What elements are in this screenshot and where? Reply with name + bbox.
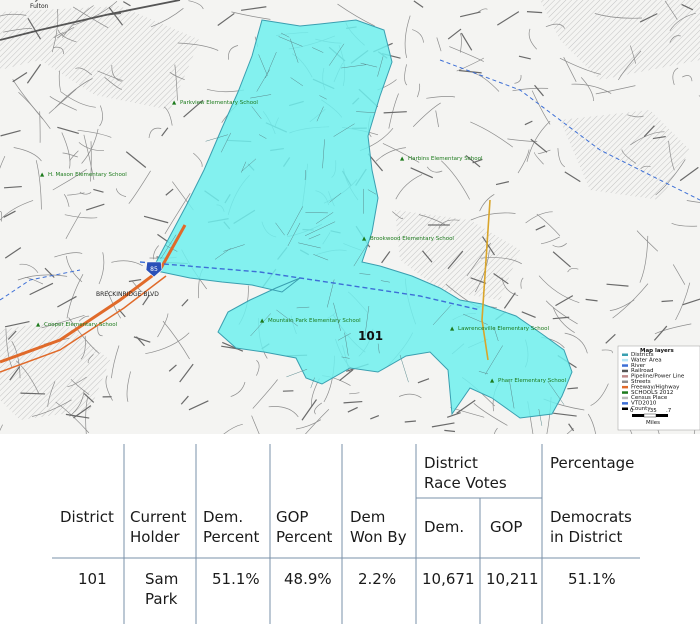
table-row: 101 Sam Park 51.1% 48.9% 2.2% 10,671 10,… bbox=[78, 570, 616, 608]
svg-text:85: 85 bbox=[150, 266, 158, 273]
results-table: District Current Holder Dem. Percent GOP… bbox=[52, 444, 640, 624]
cell-district: 101 bbox=[78, 570, 107, 588]
svg-text:Miles: Miles bbox=[646, 420, 660, 426]
cell-dem-won-by: 2.2% bbox=[358, 570, 396, 588]
legend-item: County bbox=[631, 406, 651, 412]
legend-swatch bbox=[622, 353, 628, 356]
svg-text:Mountain Park Elementary Schoo: Mountain Park Elementary School bbox=[268, 318, 361, 324]
school-marker: ▲ Cooper Elementary School bbox=[36, 322, 118, 328]
school-markers: ▲ Parkview Elementary School ▲ H. Mason El… bbox=[36, 100, 566, 384]
svg-text:.7: .7 bbox=[666, 408, 672, 414]
svg-text:▲: ▲ bbox=[36, 322, 41, 328]
header-district: District bbox=[60, 508, 114, 526]
header-democrats-1: Democrats bbox=[550, 508, 632, 526]
header-dem-won-1: Dem bbox=[350, 508, 385, 526]
legend-item: Pipeline/Power Line bbox=[631, 374, 685, 380]
svg-text:▲: ▲ bbox=[400, 156, 405, 162]
highways bbox=[0, 0, 700, 373]
legend-swatch bbox=[622, 402, 628, 405]
school-marker: ▲ Lawrenceville Elementary School bbox=[450, 326, 549, 332]
header-holder-2: Holder bbox=[130, 528, 180, 546]
svg-text:▲: ▲ bbox=[362, 236, 367, 242]
legend-swatch bbox=[622, 391, 628, 394]
header-democrats-2: in District bbox=[550, 528, 622, 546]
svg-text:Parkview Elementary School: Parkview Elementary School bbox=[180, 100, 258, 106]
header-gop-pct-1: GOP bbox=[276, 508, 308, 526]
svg-text:▲: ▲ bbox=[260, 318, 265, 324]
interstate-shield: 85 bbox=[145, 261, 163, 278]
legend-item: Census Place bbox=[631, 395, 668, 401]
svg-text:Lawrenceville Elementary Schoo: Lawrenceville Elementary School bbox=[458, 326, 549, 332]
district-map: Fulton 85 BRECKINRIDGE BLVD ▲ Parkview El… bbox=[0, 0, 700, 434]
road-label: BRECKINRIDGE BLVD bbox=[96, 291, 159, 298]
header-gop-votes: GOP bbox=[490, 518, 522, 536]
svg-text:Brookwood Elementary School: Brookwood Elementary School bbox=[370, 236, 454, 242]
legend-swatch bbox=[622, 364, 628, 367]
legend-swatch bbox=[622, 396, 628, 400]
school-marker: ▲ Pharr Elementary School bbox=[490, 378, 566, 384]
scale-bar: 0 .35 .7 Miles bbox=[630, 408, 672, 426]
legend-item: Water Area bbox=[631, 357, 662, 363]
header-dem-pct-1: Dem. bbox=[203, 508, 243, 526]
legend-swatch bbox=[622, 375, 628, 378]
header-dem-votes: Dem. bbox=[424, 518, 464, 536]
table-header: District Current Holder Dem. Percent GOP… bbox=[60, 454, 634, 546]
cell-holder-2: Park bbox=[145, 590, 178, 608]
svg-text:Harbins Elementary School: Harbins Elementary School bbox=[408, 156, 483, 162]
header-gop-pct-2: Percent bbox=[276, 528, 333, 546]
svg-text:H. Mason Elementary School: H. Mason Elementary School bbox=[48, 172, 127, 178]
school-marker: ▲ Parkview Elementary School bbox=[172, 100, 258, 106]
svg-text:▲: ▲ bbox=[450, 326, 455, 332]
svg-text:Cooper Elementary School: Cooper Elementary School bbox=[44, 322, 118, 328]
school-marker: ▲ Harbins Elementary School bbox=[400, 156, 483, 162]
svg-text:.35: .35 bbox=[648, 408, 657, 414]
legend-swatch bbox=[622, 369, 628, 373]
cell-dem-votes: 10,671 bbox=[422, 570, 475, 588]
svg-text:▲: ▲ bbox=[40, 172, 45, 178]
legend-item: VTD2010 bbox=[631, 401, 657, 407]
district-streets bbox=[160, 32, 565, 426]
district-101-area bbox=[151, 19, 573, 419]
cell-holder-1: Sam bbox=[145, 570, 178, 588]
cell-gop-pct: 48.9% bbox=[284, 570, 332, 588]
school-marker: ▲ Brookwood Elementary School bbox=[362, 236, 454, 242]
school-marker: ▲ H. Mason Elementary School bbox=[40, 172, 127, 178]
header-race-votes-1: District bbox=[424, 454, 478, 472]
header-holder-1: Current bbox=[130, 508, 186, 526]
svg-text:▲: ▲ bbox=[490, 378, 495, 384]
legend-item: SCHOOLS 2012 bbox=[631, 390, 673, 396]
cell-dem-pct: 51.1% bbox=[212, 570, 260, 588]
cell-democrats: 51.1% bbox=[568, 570, 616, 588]
legend-swatch bbox=[622, 358, 628, 362]
school-marker: ▲ Mountain Park Elementary School bbox=[260, 318, 361, 324]
legend-item: Streets bbox=[631, 379, 651, 385]
legend-item: River bbox=[631, 363, 646, 369]
svg-text:0: 0 bbox=[630, 408, 634, 414]
legend-swatch bbox=[622, 407, 628, 410]
legend-swatch bbox=[622, 380, 628, 383]
svg-text:▲: ▲ bbox=[172, 100, 177, 106]
header-dem-pct-2: Percent bbox=[203, 528, 260, 546]
header-dem-won-2: Won By bbox=[350, 528, 407, 546]
legend-item: Railroad bbox=[631, 368, 654, 374]
svg-text:Pharr Elementary School: Pharr Elementary School bbox=[498, 378, 566, 384]
legend-item: Districts bbox=[631, 352, 654, 358]
cell-gop-votes: 10,211 bbox=[486, 570, 539, 588]
legend-swatch bbox=[622, 385, 628, 389]
district-label: 101 bbox=[358, 329, 383, 343]
corner-label-fulton: Fulton bbox=[30, 3, 49, 10]
table-dividers bbox=[52, 444, 640, 624]
legend-item: Freeway/Highway bbox=[631, 384, 680, 390]
legend-title: Map layers bbox=[640, 348, 674, 354]
header-percentage: Percentage bbox=[550, 454, 634, 472]
header-race-votes-2: Race Votes bbox=[424, 474, 507, 492]
